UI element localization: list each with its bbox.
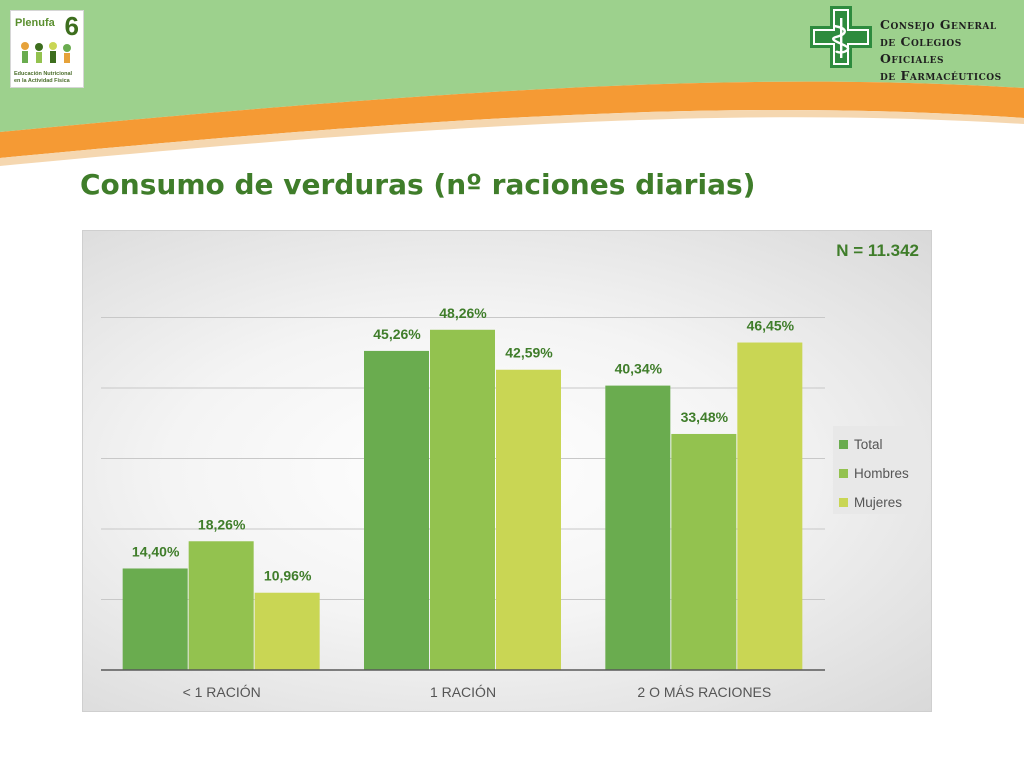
legend-label: Mujeres — [854, 495, 903, 510]
cgcof-logo: Consejo General de Colegios Oficiales de… — [808, 4, 1020, 83]
legend-label: Hombres — [854, 466, 909, 481]
bar-total — [364, 350, 429, 670]
x-tick-label: 1 RACIÓN — [430, 684, 496, 700]
plenufa-caption: Educación Nutricional en la Actividad Fí… — [14, 71, 73, 84]
data-label: 40,34% — [615, 361, 663, 377]
legend-swatch — [839, 498, 848, 507]
data-label: 42,59% — [505, 345, 553, 361]
legend-item: Hombres — [839, 459, 915, 488]
chart-frame: 14,40% 45,26% 40,34% 18,26% 48,26% 33,48% 10,9… — [82, 230, 932, 712]
bar-mujeres — [254, 592, 320, 670]
legend-swatch — [839, 440, 848, 449]
data-label: 18,26% — [198, 516, 246, 532]
bar-hombres — [430, 329, 495, 670]
plenufa-figures-icon — [21, 42, 71, 63]
bar-total — [605, 385, 671, 670]
bar-mujeres — [737, 342, 803, 670]
plenufa-brand: Plenufa — [15, 17, 55, 29]
cgcof-name: Consejo General de Colegios Oficiales de… — [880, 17, 1002, 83]
legend-label: Total — [854, 437, 883, 452]
legend-item: Mujeres — [839, 488, 915, 517]
x-tick-label: 2 O MÁS RACIONES — [637, 684, 771, 700]
legend-item: Total — [839, 430, 915, 459]
data-label: 46,45% — [747, 318, 795, 334]
data-label: 48,26% — [439, 305, 487, 321]
data-label: 45,26% — [373, 326, 421, 342]
data-label: 14,40% — [132, 543, 180, 559]
sample-size-label: N = 11.342 — [836, 241, 919, 260]
plenufa-number: 6 — [64, 11, 79, 41]
legend-swatch — [839, 469, 848, 478]
bar-hombres — [671, 433, 737, 670]
data-label: 33,48% — [681, 409, 729, 425]
chart-legend: Total Hombres Mujeres — [833, 426, 921, 514]
data-label: 10,96% — [264, 568, 312, 584]
bar-hombres — [188, 541, 254, 670]
page-title: Consumo de verduras (nº raciones diarias… — [80, 168, 756, 201]
pharmacy-cross-icon — [810, 6, 872, 68]
bar-mujeres — [496, 369, 561, 670]
bar-total — [122, 568, 188, 670]
x-tick-label: < 1 RACIÓN — [183, 684, 261, 700]
bar-chart: 14,40% 45,26% 40,34% 18,26% 48,26% 33,48% 10,9… — [101, 305, 825, 700]
plenufa-logo: Plenufa 6 Educación Nutricional en la Ac… — [10, 10, 84, 88]
